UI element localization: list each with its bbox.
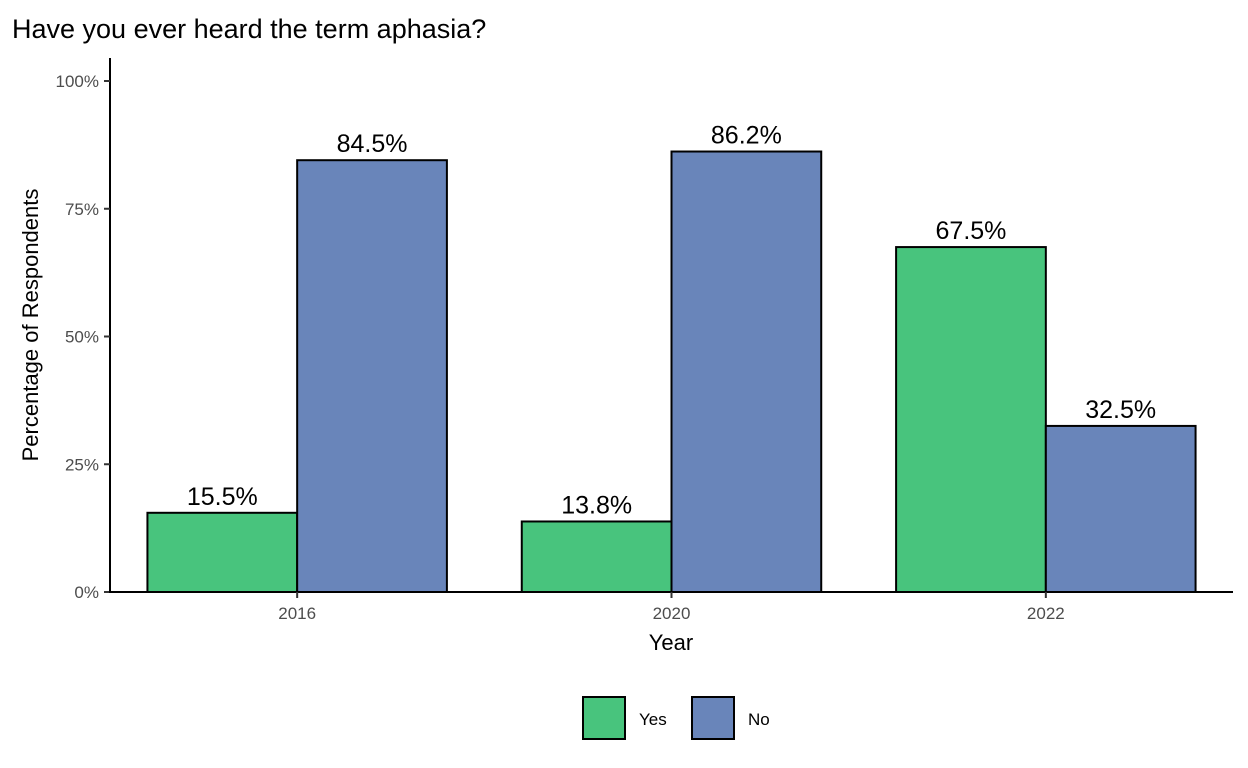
bar-no-2022 xyxy=(1044,424,1197,593)
legend-label-yes: Yes xyxy=(639,710,667,729)
x-axis-title: Year xyxy=(649,630,693,655)
y-tick-label: 50% xyxy=(65,328,99,347)
legend-key-no xyxy=(691,696,735,740)
x-tick-label-2022: 2022 xyxy=(1027,604,1065,623)
y-tick-label: 75% xyxy=(65,200,99,219)
data-label-no-2016: 84.5% xyxy=(337,130,408,158)
y-axis: 0% 25% 50% 75% 100% xyxy=(56,58,111,602)
y-axis-title: Percentage of Respondents xyxy=(18,189,43,462)
x-axis: 2016 2020 2022 xyxy=(109,591,1233,623)
bar-no-2016 xyxy=(296,159,448,594)
data-label-yes-2022: 67.5% xyxy=(936,217,1007,245)
y-tick-label: 100% xyxy=(56,72,99,91)
x-tick-label-2016: 2016 xyxy=(278,604,316,623)
bar-no-2020 xyxy=(670,150,823,593)
x-tick-label-2020: 2020 xyxy=(653,604,691,623)
bars-layer xyxy=(146,150,1197,594)
legend: Yes No xyxy=(582,696,770,740)
data-label-yes-2020: 13.8% xyxy=(561,491,632,519)
y-tick-label: 25% xyxy=(65,455,99,474)
bar-yes-2016 xyxy=(146,511,299,593)
data-label-yes-2016: 15.5% xyxy=(187,483,258,511)
bar-yes-2022 xyxy=(895,246,1047,593)
chart-title: Have you ever heard the term aphasia? xyxy=(12,14,486,44)
data-labels-layer: 15.5% 84.5% 13.8% 86.2% 67.5% 32.5% xyxy=(187,122,1156,520)
bar-yes-2020 xyxy=(520,520,673,593)
legend-label-no: No xyxy=(748,710,770,729)
data-label-no-2020: 86.2% xyxy=(711,122,782,150)
legend-key-yes xyxy=(582,696,626,740)
y-tick-label: 0% xyxy=(74,583,99,602)
data-label-no-2022: 32.5% xyxy=(1085,396,1156,424)
